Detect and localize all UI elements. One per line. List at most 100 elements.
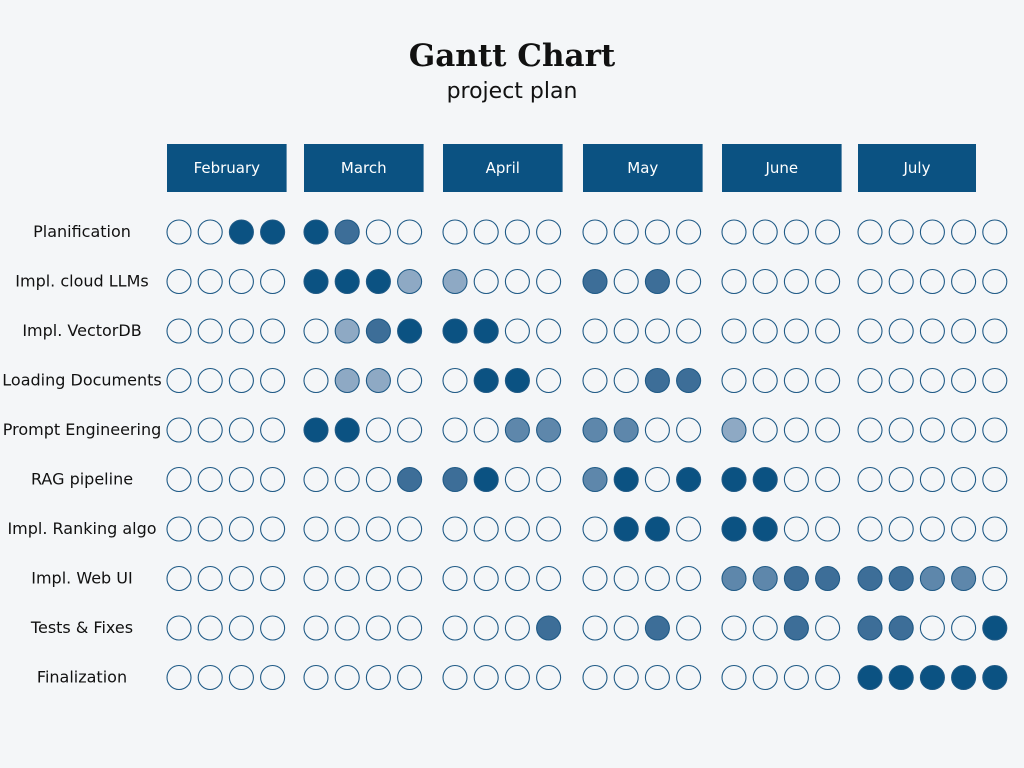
week-cell (473, 565, 499, 592)
week-cell (473, 318, 499, 344)
week-cell (783, 219, 809, 245)
week-cell (166, 516, 192, 542)
week-cell (982, 417, 1008, 443)
week-cell (721, 466, 747, 493)
task-label: Prompt Engineering (3, 420, 161, 439)
week-cell (397, 516, 423, 542)
week-cell (260, 219, 286, 245)
week-cell (752, 516, 778, 542)
week-cell (504, 664, 530, 691)
week-cell (504, 318, 530, 344)
week-cell (260, 367, 286, 394)
week-cell (334, 664, 360, 691)
week-cell (815, 516, 841, 542)
week-cell (473, 219, 499, 245)
week-cell (536, 417, 562, 443)
week-cell (334, 367, 360, 394)
month-label: February (194, 159, 261, 177)
week-cell (644, 318, 670, 344)
week-cell (613, 565, 639, 592)
week-cell (303, 318, 329, 344)
week-cell (166, 615, 192, 641)
week-cell (951, 318, 977, 344)
week-cell (166, 565, 192, 592)
chart-subtitle: project plan (446, 79, 578, 104)
week-cell (303, 565, 329, 592)
week-cell (676, 664, 702, 691)
week-cell (536, 516, 562, 542)
week-cell (815, 219, 841, 245)
week-cell (166, 219, 192, 245)
week-cell (888, 219, 914, 245)
week-cell (504, 219, 530, 245)
week-cell (676, 417, 702, 443)
week-cell (888, 565, 914, 592)
week-cell (857, 417, 883, 443)
month-label: March (341, 159, 387, 177)
month-header (304, 144, 424, 192)
week-cell (888, 615, 914, 641)
week-cell (365, 516, 391, 542)
week-cell (260, 417, 286, 443)
week-cell (888, 367, 914, 394)
week-cell (473, 615, 499, 641)
week-cell (473, 664, 499, 691)
week-cell (536, 466, 562, 493)
week-cell (919, 664, 945, 691)
task-label: Impl. Web UI (31, 569, 132, 588)
week-cell (919, 417, 945, 443)
week-cell (721, 516, 747, 542)
week-cell (303, 466, 329, 493)
week-cell (613, 268, 639, 295)
week-cell (644, 417, 670, 443)
week-cell (442, 268, 468, 295)
week-cell (260, 318, 286, 344)
task-label: Impl. Ranking algo (7, 519, 156, 538)
week-cell (504, 615, 530, 641)
week-cell (197, 565, 223, 592)
week-cell (504, 268, 530, 295)
week-cell (783, 268, 809, 295)
week-cell (951, 466, 977, 493)
week-cell (397, 417, 423, 443)
week-cell (397, 466, 423, 493)
week-cell (815, 615, 841, 641)
week-cell (919, 565, 945, 592)
week-cell (721, 615, 747, 641)
week-cell (442, 417, 468, 443)
week-cell (365, 417, 391, 443)
week-cell (752, 417, 778, 443)
week-cell (334, 268, 360, 295)
week-cell (951, 615, 977, 641)
week-cell (334, 466, 360, 493)
month-label: May (627, 159, 658, 177)
month-label: April (486, 159, 520, 177)
week-cell (982, 219, 1008, 245)
week-cell (951, 417, 977, 443)
week-cell (442, 664, 468, 691)
week-cell (536, 664, 562, 691)
week-cell (815, 565, 841, 592)
week-cell (228, 219, 254, 245)
chart-title: Gantt Chart (408, 38, 616, 74)
week-cell (582, 318, 608, 344)
week-cell (582, 664, 608, 691)
week-cell (582, 268, 608, 295)
week-cell (857, 219, 883, 245)
week-cell (644, 516, 670, 542)
week-cell (228, 664, 254, 691)
week-cell (857, 615, 883, 641)
week-cell (536, 367, 562, 394)
week-cell (888, 516, 914, 542)
week-cell (676, 615, 702, 641)
week-cell (815, 466, 841, 493)
week-cell (334, 318, 360, 344)
week-cell (442, 516, 468, 542)
week-cell (888, 268, 914, 295)
week-cell (982, 615, 1008, 641)
week-cell (334, 516, 360, 542)
week-cell (397, 615, 423, 641)
week-cell (473, 466, 499, 493)
task-label: Planification (33, 222, 131, 241)
week-cell (613, 367, 639, 394)
